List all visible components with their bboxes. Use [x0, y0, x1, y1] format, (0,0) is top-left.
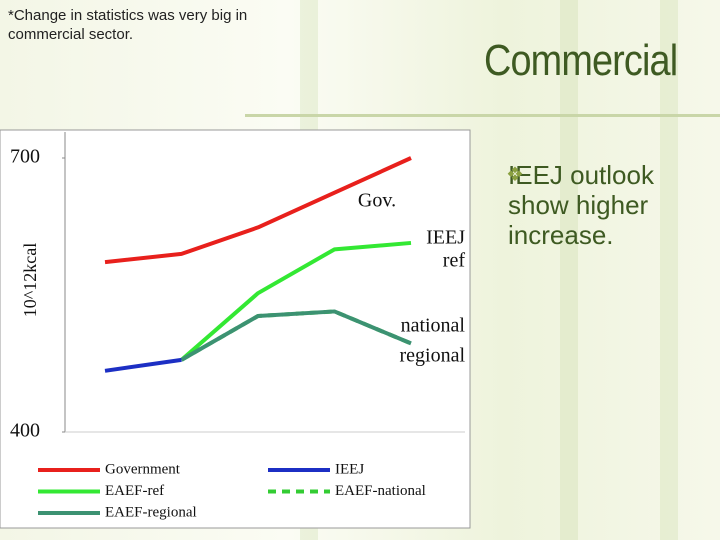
background-stalk	[660, 0, 678, 540]
y-axis-label: 10^12kcal	[20, 243, 40, 317]
legend-label: EAEF-ref	[105, 483, 164, 499]
legend-label: EAEF-regional	[105, 504, 197, 520]
legend-label: EAEF-national	[335, 483, 426, 499]
series-line	[104, 156, 412, 265]
legend-label: Government	[105, 461, 181, 477]
legend-label: IEEJ	[335, 461, 364, 477]
bullet-text: IEEJ outlook show higher increase.	[508, 160, 654, 250]
note: *Change in statistics was very big in co…	[8, 7, 248, 43]
annotation: ref	[443, 250, 466, 272]
annotation: national	[401, 315, 466, 337]
series-line	[104, 357, 182, 373]
y-tick-label: 700	[10, 146, 40, 168]
annotation: IEEJ	[426, 227, 465, 249]
bullet: ❖ IEEJ outlook show higher increase.	[506, 160, 708, 250]
title-rule	[245, 114, 720, 117]
annotation: regional	[399, 345, 465, 367]
bullet-symbol: ❖	[506, 164, 524, 186]
annotation: Gov.	[358, 190, 396, 212]
series-line	[180, 240, 412, 362]
background-stalk	[560, 0, 578, 540]
slide-title: Commercial	[484, 36, 678, 85]
y-tick-label: 400	[10, 420, 40, 442]
series-line	[180, 309, 412, 362]
